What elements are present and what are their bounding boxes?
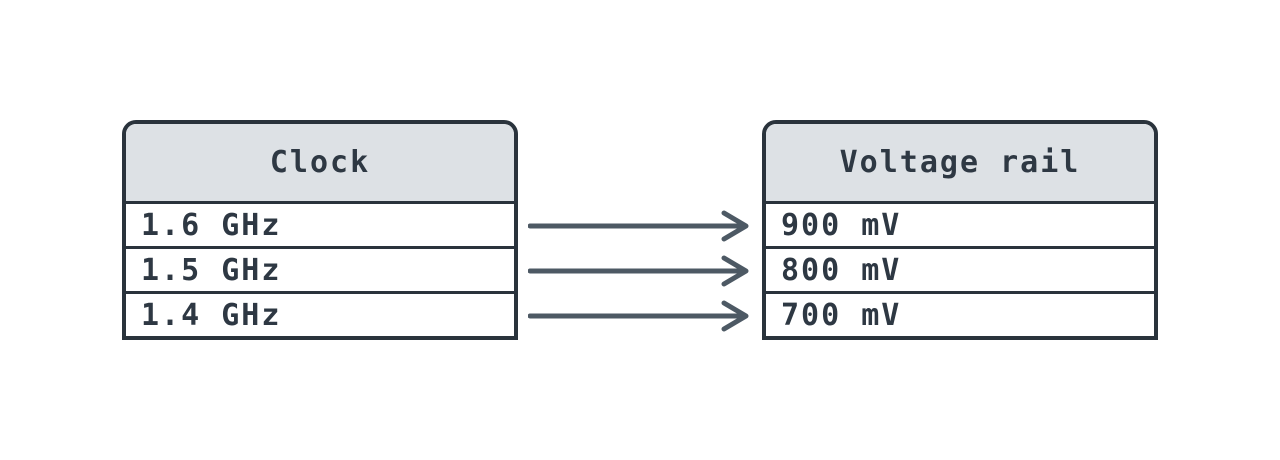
voltage-row-1-label: 900 mV bbox=[781, 207, 902, 243]
voltage-row-3: 700 mV bbox=[766, 294, 1154, 336]
clock-table-title: Clock bbox=[269, 145, 371, 180]
clock-row-3-label: 1.4 GHz bbox=[141, 297, 282, 333]
mapping-arrow-2 bbox=[528, 255, 749, 287]
mapping-arrow-1 bbox=[528, 210, 749, 242]
clock-table: Clock 1.6 GHz 1.5 GHz 1.4 GHz bbox=[122, 120, 518, 340]
clock-row-3: 1.4 GHz bbox=[126, 294, 514, 336]
clock-row-1-label: 1.6 GHz bbox=[141, 207, 282, 243]
clock-row-2-label: 1.5 GHz bbox=[141, 252, 282, 288]
clock-table-header: Clock bbox=[126, 124, 514, 204]
voltage-row-3-label: 700 mV bbox=[781, 297, 902, 333]
voltage-row-1: 900 mV bbox=[766, 204, 1154, 249]
voltage-rail-table-title: Voltage rail bbox=[839, 145, 1081, 180]
voltage-row-2: 800 mV bbox=[766, 249, 1154, 294]
voltage-rail-table: Voltage rail 900 mV 800 mV 700 mV bbox=[762, 120, 1158, 340]
voltage-row-2-label: 800 mV bbox=[781, 252, 902, 288]
voltage-rail-table-header: Voltage rail bbox=[766, 124, 1154, 204]
clock-row-1: 1.6 GHz bbox=[126, 204, 514, 249]
mapping-arrow-3 bbox=[528, 300, 749, 332]
clock-row-2: 1.5 GHz bbox=[126, 249, 514, 294]
